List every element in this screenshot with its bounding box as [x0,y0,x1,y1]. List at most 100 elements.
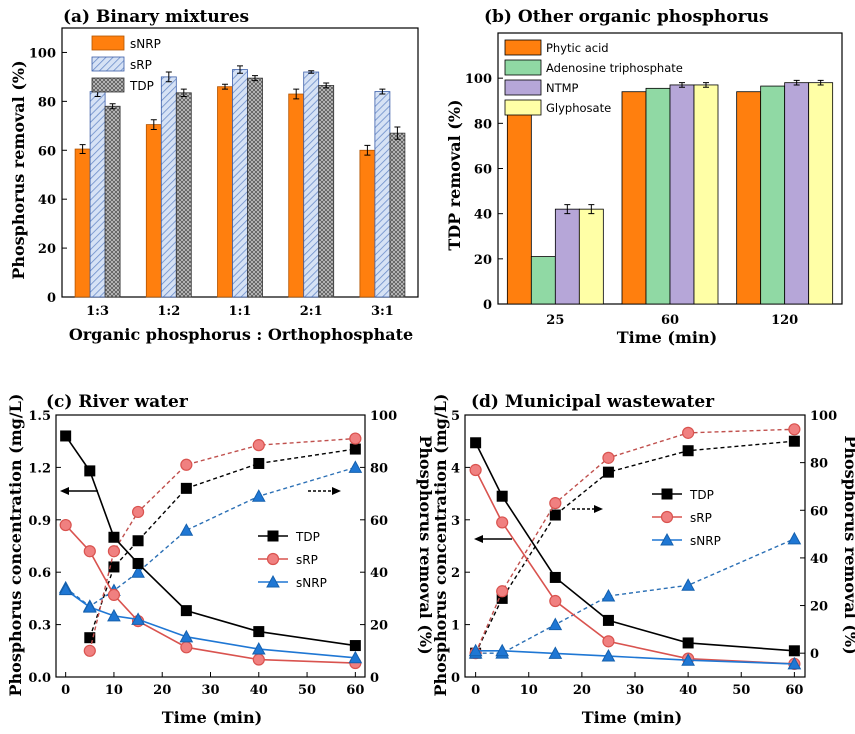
panel-d-ytick-label: 3 [451,514,460,529]
panel-c-ytick-right-label: 60 [370,514,388,529]
panel-d-removal-point-snrp [787,531,802,545]
panel-a-legend-label: sNRP [130,37,161,51]
panel-a-xtick-label: 3:1 [371,304,394,319]
panel-c-removal-point-srp [252,439,265,452]
panel-a-bar-snrp [74,148,91,298]
panel-c-removal-point-tdp [84,632,96,644]
panel-d-concentration-point-snrp [787,656,802,670]
panel-d-legend-marker [661,488,673,500]
panel-a-bar-snrp [145,124,162,298]
panel-a-errorbar [379,88,386,95]
panel-a-bar-snrp [288,93,305,298]
panel-b-ylabel: TDP removal (%) [445,99,464,250]
panel-b-bar [669,84,695,305]
panel-a-errorbar [394,126,401,140]
panel-d-legend-marker [660,510,674,524]
panel-d-legend-marker [660,532,674,546]
panel-c-concentration-line-snrp [65,589,356,659]
panel-a-errorbar [150,119,157,130]
panel-a-ytick-label: 40 [38,193,56,208]
panel-c-concentration-point-srp [107,588,121,602]
panel-b-bar [645,87,671,305]
panel-d-removal-line-srp [474,428,795,654]
panel-d-legend-label: TDP [689,488,714,502]
panel-a-xtick-label: 1:3 [86,304,109,319]
panel-c-ytick-right-label: 20 [370,619,388,634]
panel-d-title: (d) Municipal wastewater [471,392,715,412]
panel-a-legend-label: sRP [130,58,152,72]
panel-a-ytick-label: 80 [38,95,56,110]
panel-c-removal-line-srp [89,437,356,651]
panel-a-legend-label: TDP [129,79,154,93]
panel-d-ytick-right-label: 0 [810,647,819,662]
panel-d-ytick-label: 0 [451,671,460,686]
panel-d-removal-point-snrp [548,617,563,631]
panel-c-concentration-point-srp [83,545,96,558]
panel-d-concentration-point-snrp [495,643,510,657]
panel-d-concentration-point-srp [496,516,509,529]
panel-c-xtick-label: 60 [346,683,364,698]
panel-c-removal-point-srp [107,545,121,558]
panel-c-left-arrow [60,487,98,495]
panel-a-bar-snrp [217,86,233,298]
panel-d-xtick-label: 0 [471,683,480,698]
panel-c-ytick-right-label: 100 [370,409,397,424]
panel-c-removal-point-srp [131,505,145,519]
panel-b-legend-label: Phytic acid [546,41,609,55]
panel-d-plot: 0 10 20 30 40 50 60012345020406080100TDPsRPsNR… [451,409,837,698]
panel-c-ytick-label: 0.0 [28,671,51,686]
panel-d-right-arrow [572,505,603,513]
panel-a-legend-swatch [91,77,125,93]
panel-b-bar [784,82,810,305]
panel-a-errorbar [180,88,187,97]
panel-c-removal-point-tdp [108,561,120,573]
panel-d-removal-point-srp [496,585,509,598]
panel-c-concentration-point-snrp [348,650,363,664]
panel-d-concentration-line-tdp [474,442,795,652]
panel-c-removal-point-srp [349,432,362,445]
panel-d-ylabel: Phosphorus concentration (mg/L) [431,394,450,697]
panel-d-concentration-point-snrp [468,643,483,657]
panel-c-xlabel: Time (min) [162,708,262,727]
panel-d-xtick-label: 40 [679,683,697,698]
panel-c-xtick-label: 0 [61,683,70,698]
panel-b-plot: 0 20 40 60 80 100 25 60 120 Phytic acid Adenosine … [465,32,843,328]
panel-d-ytick-right-label: 80 [810,457,828,472]
panel-c-concentration-point-srp [252,653,265,666]
panel-b-errorbar [588,204,595,215]
panel-b-xtick-label: 60 [661,313,679,328]
panel-d-concentration-point-srp [602,635,615,648]
panel-a-ytick-label: 0 [47,291,56,306]
panel-c-concentration-point-tdp [349,640,361,652]
panel-a-errorbar [109,103,116,110]
panel-b-bar [760,85,786,305]
panel-c-legend-marker [266,574,280,588]
panel-b-errorbar [793,79,800,86]
panel-c-removal-point-snrp [131,565,145,578]
panel-d-removal-point-tdp [602,466,614,478]
panel-c-ylabel-right: Phosphorus removal (%) [416,435,435,654]
panel-c-removal-point-srp [180,458,193,471]
panel-b-ytick-label: 20 [474,253,492,268]
panel-a-errorbar [293,88,300,100]
panel-d-removal-point-srp [788,423,801,436]
panel-a-bar-srp [89,91,106,298]
panel-c-removal-point-tdp [253,457,265,469]
panel-b-bar [554,208,580,305]
panel-b-ytick-label: 0 [483,298,492,313]
panel-d-ytick-right-label: 40 [810,552,828,567]
panel-d-removal-point-tdp [682,445,694,457]
panel-b-bar [693,84,719,305]
panel-d-ylabel-right: Phosphorus removal (%) [841,435,855,654]
panel-b-ytick-label: 100 [465,72,492,87]
panel-d-legend-label: sRP [690,511,712,525]
panel-d-concentration-line-snrp [475,649,795,665]
panel-d-ytick-right-label: 60 [810,504,828,519]
panel-a-bar-tdp [247,77,263,298]
panel-d-xtick-label: 10 [520,683,538,698]
panel-c-removal-line-tdp [89,448,356,638]
panel-d-ytick-label: 2 [451,566,460,581]
panel-b-ytick-label: 60 [474,163,492,178]
panel-b-legend-label: Adenosine triphosphate [546,61,683,75]
panel-c-removal-point-srp [83,644,96,657]
